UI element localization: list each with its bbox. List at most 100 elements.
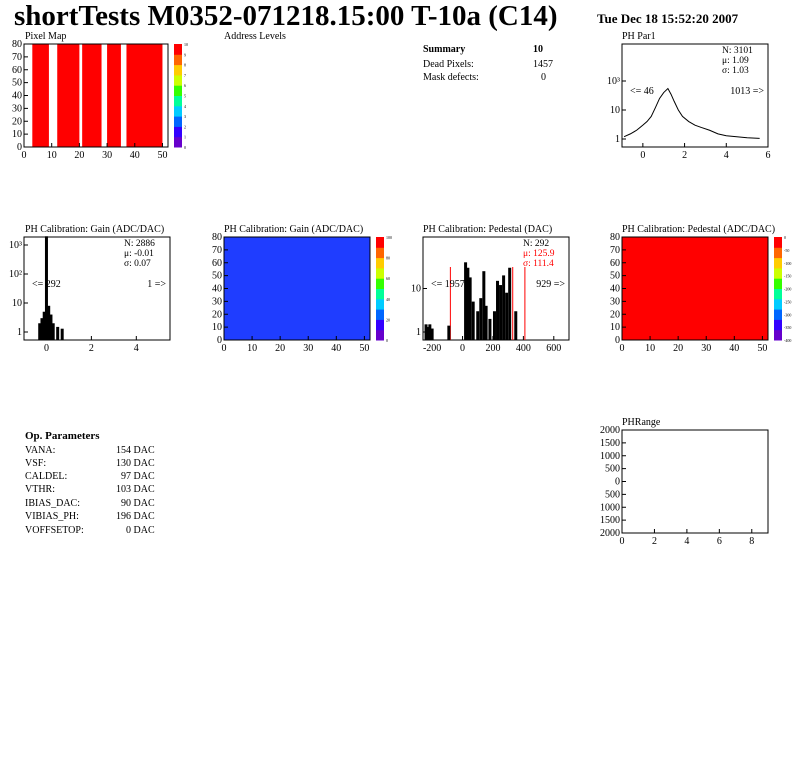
stats-sigma: σ: 111.4	[523, 259, 554, 269]
y-tick-label: 50	[610, 271, 620, 282]
histogram-bar	[479, 298, 483, 340]
x-tick-label: 30	[701, 343, 711, 354]
pedestal-map-title: PH Calibration: Pedestal (ADC/DAC)	[622, 224, 776, 235]
underflow-label: <= 292	[32, 279, 61, 290]
y-tick-label: 60	[212, 258, 222, 269]
colorbar-label: 4	[184, 104, 186, 109]
histogram-bar	[447, 325, 451, 340]
colorbar-segment	[376, 267, 384, 279]
y-tick-label: 10³	[9, 240, 22, 251]
histogram-bar	[56, 326, 60, 340]
histogram-bar	[488, 318, 492, 340]
y-tick-label: 1500	[600, 438, 620, 449]
stats-sigma: σ: 0.07	[124, 259, 151, 269]
x-tick-label: 6	[766, 150, 771, 161]
y-tick-label: 20	[212, 309, 222, 320]
dead-column	[24, 44, 33, 147]
y-tick-label: 30	[610, 296, 620, 307]
x-tick-label: 4	[134, 343, 139, 354]
colorbar-segment	[376, 329, 384, 341]
param-value: 196 DAC	[116, 511, 155, 522]
colorbar-segment	[174, 44, 182, 55]
colorbar-segment	[774, 309, 782, 320]
colorbar-label: 80	[386, 256, 390, 261]
colorbar-label: -150	[784, 274, 791, 279]
param-value: 154 DAC	[116, 445, 155, 456]
x-tick-label: 8	[749, 536, 754, 547]
x-tick-label: 0	[620, 536, 625, 547]
axes-frame	[621, 429, 769, 534]
colorbar-label: 100	[386, 235, 392, 240]
y-tick-label: 0	[615, 477, 620, 488]
x-tick-label: 0	[620, 343, 625, 354]
pedestal-hist-title: PH Calibration: Pedestal (DAC)	[423, 224, 553, 235]
colorbar-segment	[376, 247, 384, 259]
colorbar-segment	[774, 329, 782, 341]
colorbar-segment	[774, 267, 782, 279]
y-tick-label: 10	[610, 322, 620, 333]
histogram-bar	[514, 311, 518, 340]
histogram-bar	[508, 267, 512, 340]
y-tick-label: 10	[12, 298, 22, 309]
stats-n: N: 2886	[124, 239, 155, 249]
param-name: IBIAS_DAC:	[25, 498, 81, 509]
y-tick-label: 500	[605, 489, 620, 500]
overflow-label: 1 =>	[147, 279, 166, 290]
stats-mean: μ: -0.01	[124, 249, 154, 259]
colorbar-label: -100	[784, 261, 791, 266]
histogram-bar	[482, 271, 486, 340]
dead-column	[101, 44, 108, 147]
colorbar-segment	[174, 74, 182, 86]
colorbar-label: 6	[184, 83, 186, 88]
address-levels-title: Address Levels	[224, 31, 286, 42]
y-tick-label: 1	[615, 134, 620, 145]
x-tick-label: 10	[247, 343, 257, 354]
param-value: 103 DAC	[116, 484, 155, 495]
histogram-bar	[502, 275, 506, 340]
ph-par1-title: PH Par1	[622, 31, 656, 42]
colorbar-label: -200	[784, 287, 791, 292]
x-tick-label: 10	[47, 150, 57, 161]
colorbar-label: 0	[386, 338, 388, 343]
histogram-bar	[40, 318, 44, 340]
y-tick-label: 20	[610, 309, 620, 320]
x-tick-label: 0	[22, 150, 27, 161]
histogram-bar	[471, 301, 475, 340]
colorbar-segment	[774, 237, 782, 248]
colorbar-label: -300	[784, 312, 791, 317]
y-tick-label: 70	[212, 245, 222, 256]
x-tick-label: 50	[757, 343, 767, 354]
x-tick-label: 600	[546, 343, 561, 354]
histogram-bar	[464, 262, 468, 340]
colorbar-segment	[174, 54, 182, 66]
param-value: 97 DAC	[121, 471, 155, 482]
colorbar-label: -50	[784, 248, 789, 253]
colorbar-segment	[174, 95, 182, 107]
colorbar-segment	[774, 257, 782, 269]
y-tick-label: 10³	[607, 76, 620, 87]
colorbar-label: -400	[784, 338, 791, 343]
y-tick-label: 0	[17, 142, 22, 153]
op-parameters-box: Op. Parameters VANA: 154 DAC VSF: 130 DA…	[25, 430, 195, 540]
y-tick-label: 40	[212, 284, 222, 295]
axes-frame	[23, 236, 171, 341]
colorbar-segment	[376, 319, 384, 331]
colorbar-segment	[376, 298, 384, 310]
param-name: CALDEL:	[25, 471, 68, 482]
heatmap-fill	[224, 237, 370, 340]
colorbar-label: 40	[386, 297, 390, 302]
y-tick-label: 60	[610, 258, 620, 269]
summary-box: Summary 10 Dead Pixels: 1457 Mask defect…	[423, 44, 563, 89]
histogram-bar	[47, 305, 51, 340]
param-name: VSF:	[25, 458, 47, 469]
stats-mean: μ: 1.09	[722, 56, 749, 66]
y-tick-label: 10	[12, 129, 22, 140]
param-name: VTHR:	[25, 484, 55, 495]
histogram-bar	[51, 323, 55, 340]
y-tick-label: 1	[17, 327, 22, 338]
colorbar-label: 7	[184, 73, 186, 78]
heatmap-fill	[24, 44, 168, 147]
